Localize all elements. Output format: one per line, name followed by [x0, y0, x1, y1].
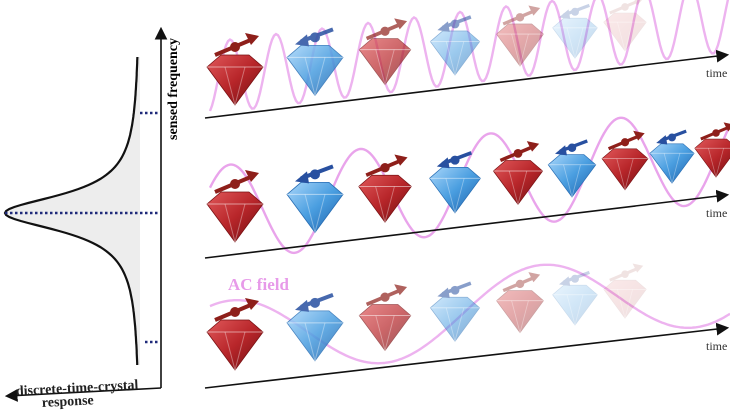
- spin-up-arrow-icon: [214, 298, 259, 322]
- crystal-row-3: time: [204, 263, 730, 389]
- spin-up-arrow-icon: [609, 0, 642, 15]
- spin-down-crystal: [552, 270, 598, 326]
- spin-up-crystal: [206, 33, 264, 106]
- spin-down-crystal: [429, 281, 481, 342]
- spin-up-crystal: [492, 141, 544, 206]
- spin-down-crystal: [552, 3, 598, 59]
- crystal-row-1: time: [204, 0, 730, 119]
- spin-up-crystal: [601, 130, 649, 191]
- spin-up-crystal: [358, 18, 412, 86]
- spin-down-arrow-icon: [555, 139, 588, 156]
- spin-down-arrow-icon: [295, 292, 334, 312]
- crystal-rows: time time time: [204, 0, 730, 389]
- time-axis: [204, 189, 730, 259]
- spin-down-arrow-icon: [436, 151, 473, 169]
- time-axis-label: time: [706, 339, 727, 353]
- spin-up-arrow-icon: [609, 263, 644, 282]
- spin-down-crystal: [429, 15, 481, 76]
- time-axis: [204, 49, 730, 119]
- spin-up-crystal: [603, 0, 647, 52]
- y-axis-label: sensed frequency: [166, 38, 181, 140]
- spin-up-arrow-icon: [214, 33, 259, 57]
- spin-up-arrow-icon: [502, 5, 541, 26]
- spin-down-arrow-icon: [559, 3, 590, 19]
- spin-down-arrow-icon: [437, 15, 472, 32]
- time-axis-label: time: [706, 206, 727, 220]
- x-axis: [4, 387, 162, 402]
- spin-down-arrow-icon: [656, 129, 687, 145]
- spin-up-crystal: [358, 154, 412, 223]
- response-curve: [3, 56, 139, 365]
- crystal-row-2: time: [204, 116, 730, 259]
- spin-down-crystal: [286, 164, 344, 234]
- spin-up-arrow-icon: [607, 130, 645, 151]
- spin-up-arrow-icon: [499, 141, 540, 163]
- spin-up-crystal: [603, 263, 647, 319]
- spin-up-crystal: [496, 5, 544, 67]
- spin-down-arrow-icon: [295, 27, 334, 47]
- spin-down-crystal: [286, 292, 344, 362]
- spin-down-crystal: [429, 151, 481, 214]
- spin-down-crystal: [547, 139, 597, 198]
- spin-down-crystal: [649, 129, 695, 184]
- spin-up-crystal: [206, 298, 264, 371]
- spin-down-crystal: [286, 27, 344, 97]
- time-axis: [204, 322, 730, 389]
- spin-up-arrow-icon: [365, 18, 408, 41]
- spin-up-crystal: [206, 170, 264, 243]
- spin-up-crystal: [694, 122, 730, 178]
- response-fill: [5, 57, 140, 365]
- ac-field-wave: [208, 116, 730, 255]
- response-plot: sensed frequency discrete-time-crystal r…: [3, 26, 181, 411]
- spin-up-arrow-icon: [502, 272, 541, 293]
- spin-up-arrow-icon: [700, 122, 730, 141]
- spin-up-arrow-icon: [365, 154, 408, 177]
- spin-up-crystal: [358, 284, 412, 352]
- x-axis-label: discrete-time-crystal: [16, 378, 139, 399]
- spin-up-crystal: [496, 272, 544, 334]
- ac-field-label: AC field: [228, 275, 289, 294]
- x-axis-label-response: response: [41, 393, 94, 411]
- spin-down-arrow-icon: [295, 164, 334, 184]
- spin-down-arrow-icon: [437, 281, 472, 299]
- time-axis-label: time: [706, 66, 727, 80]
- spin-down-arrow-icon: [559, 270, 590, 286]
- spin-up-arrow-icon: [214, 170, 259, 194]
- spin-up-arrow-icon: [365, 284, 408, 307]
